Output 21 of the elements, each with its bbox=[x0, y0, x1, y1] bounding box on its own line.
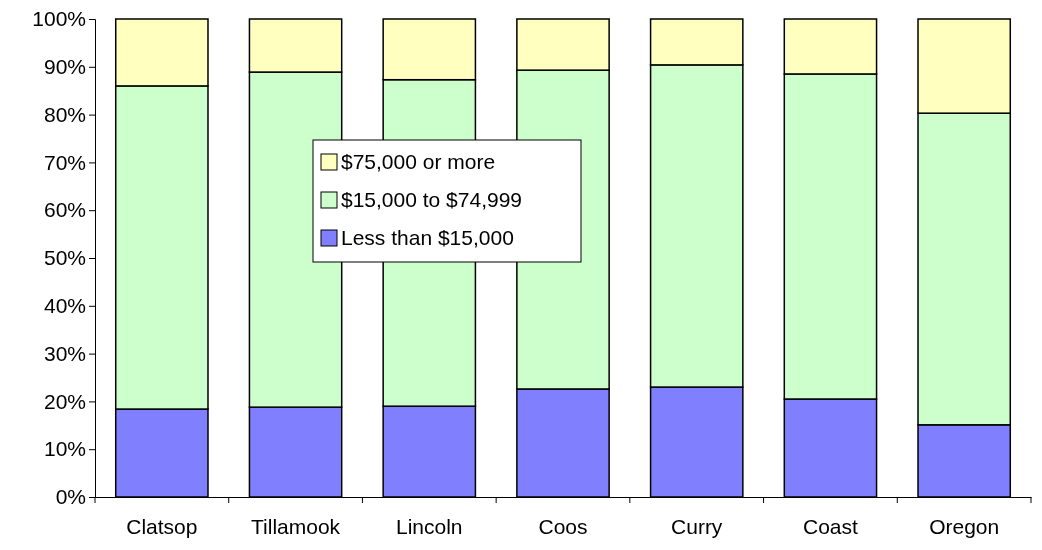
x-tick-label: Lincoln bbox=[396, 514, 463, 538]
legend-label: Less than $15,000 bbox=[341, 226, 514, 249]
x-tick-label: Curry bbox=[671, 514, 723, 538]
y-tick-label: 10% bbox=[43, 437, 86, 461]
y-tick-label: 90% bbox=[43, 55, 86, 79]
legend-label: $15,000 to $74,999 bbox=[341, 188, 523, 211]
y-tick-label: 80% bbox=[43, 102, 86, 126]
x-tick-label: Coast bbox=[803, 514, 859, 538]
x-tick-label: Oregon bbox=[929, 514, 1000, 538]
y-tick-label: 0% bbox=[55, 485, 86, 509]
y-tick-label: 60% bbox=[43, 198, 86, 222]
y-tick-label: 30% bbox=[43, 341, 86, 365]
x-tick-label: Tillamook bbox=[251, 514, 341, 538]
y-tick-label: 20% bbox=[43, 389, 86, 413]
y-tick-label: 40% bbox=[43, 294, 86, 318]
y-tick-label: 100% bbox=[32, 7, 86, 31]
y-tick-label: 50% bbox=[43, 246, 86, 270]
legend-label: $75,000 or more bbox=[341, 150, 496, 173]
y-tick-label: 70% bbox=[43, 150, 86, 174]
x-tick-label: Coos bbox=[538, 514, 588, 538]
x-tick-label: Clatsop bbox=[126, 514, 198, 538]
